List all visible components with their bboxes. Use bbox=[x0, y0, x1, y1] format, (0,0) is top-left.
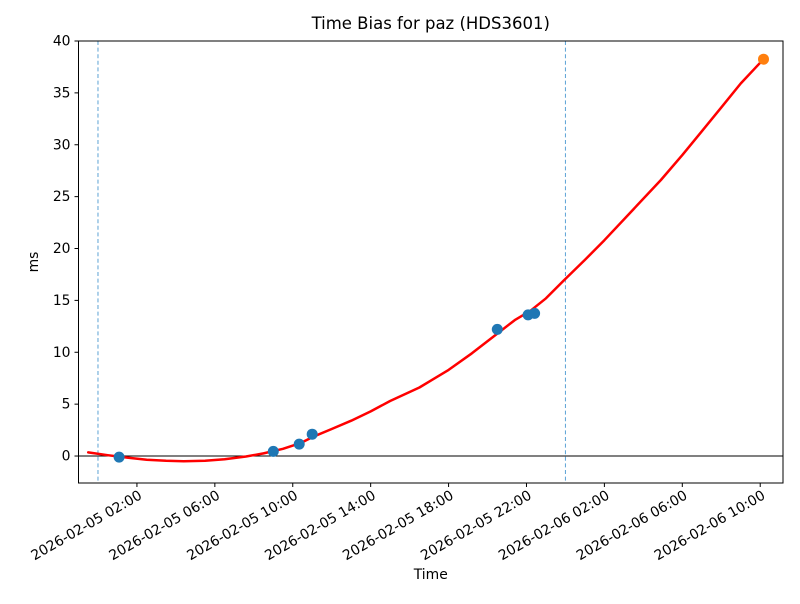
chart-title: Time Bias for paz (HDS3601) bbox=[311, 14, 550, 33]
latest-measurement-point bbox=[758, 53, 769, 65]
y-axis-label: ms bbox=[26, 252, 42, 273]
scatter-points-group bbox=[113, 53, 769, 463]
bias-measurements-point bbox=[306, 428, 318, 440]
y-tick-label: 40 bbox=[53, 34, 71, 50]
y-tick-label: 15 bbox=[53, 293, 71, 309]
y-tick-label: 35 bbox=[53, 85, 71, 101]
day-boundary-vlines bbox=[97, 41, 566, 483]
y-tick-label: 20 bbox=[53, 241, 71, 257]
y-tick-label: 5 bbox=[62, 397, 71, 413]
y-tick-label: 10 bbox=[53, 345, 71, 361]
fit-curve-group bbox=[86, 57, 765, 463]
polynomial-fit-line bbox=[86, 57, 765, 463]
bias-measurements-point bbox=[267, 445, 279, 457]
bias-measurements-point bbox=[293, 438, 305, 450]
bias-measurements-point bbox=[113, 451, 125, 463]
y-tick-label: 0 bbox=[62, 449, 71, 465]
x-axis-label: Time bbox=[413, 567, 448, 583]
bias-measurements-point bbox=[491, 323, 503, 335]
y-tick-label: 25 bbox=[53, 189, 71, 205]
bias-measurements-point bbox=[529, 307, 541, 319]
y-axis-ticks: 0 5 10 15 20 25 30 35 40 bbox=[53, 34, 79, 465]
plot-area-border bbox=[78, 40, 784, 484]
y-tick-label: 30 bbox=[53, 137, 71, 153]
